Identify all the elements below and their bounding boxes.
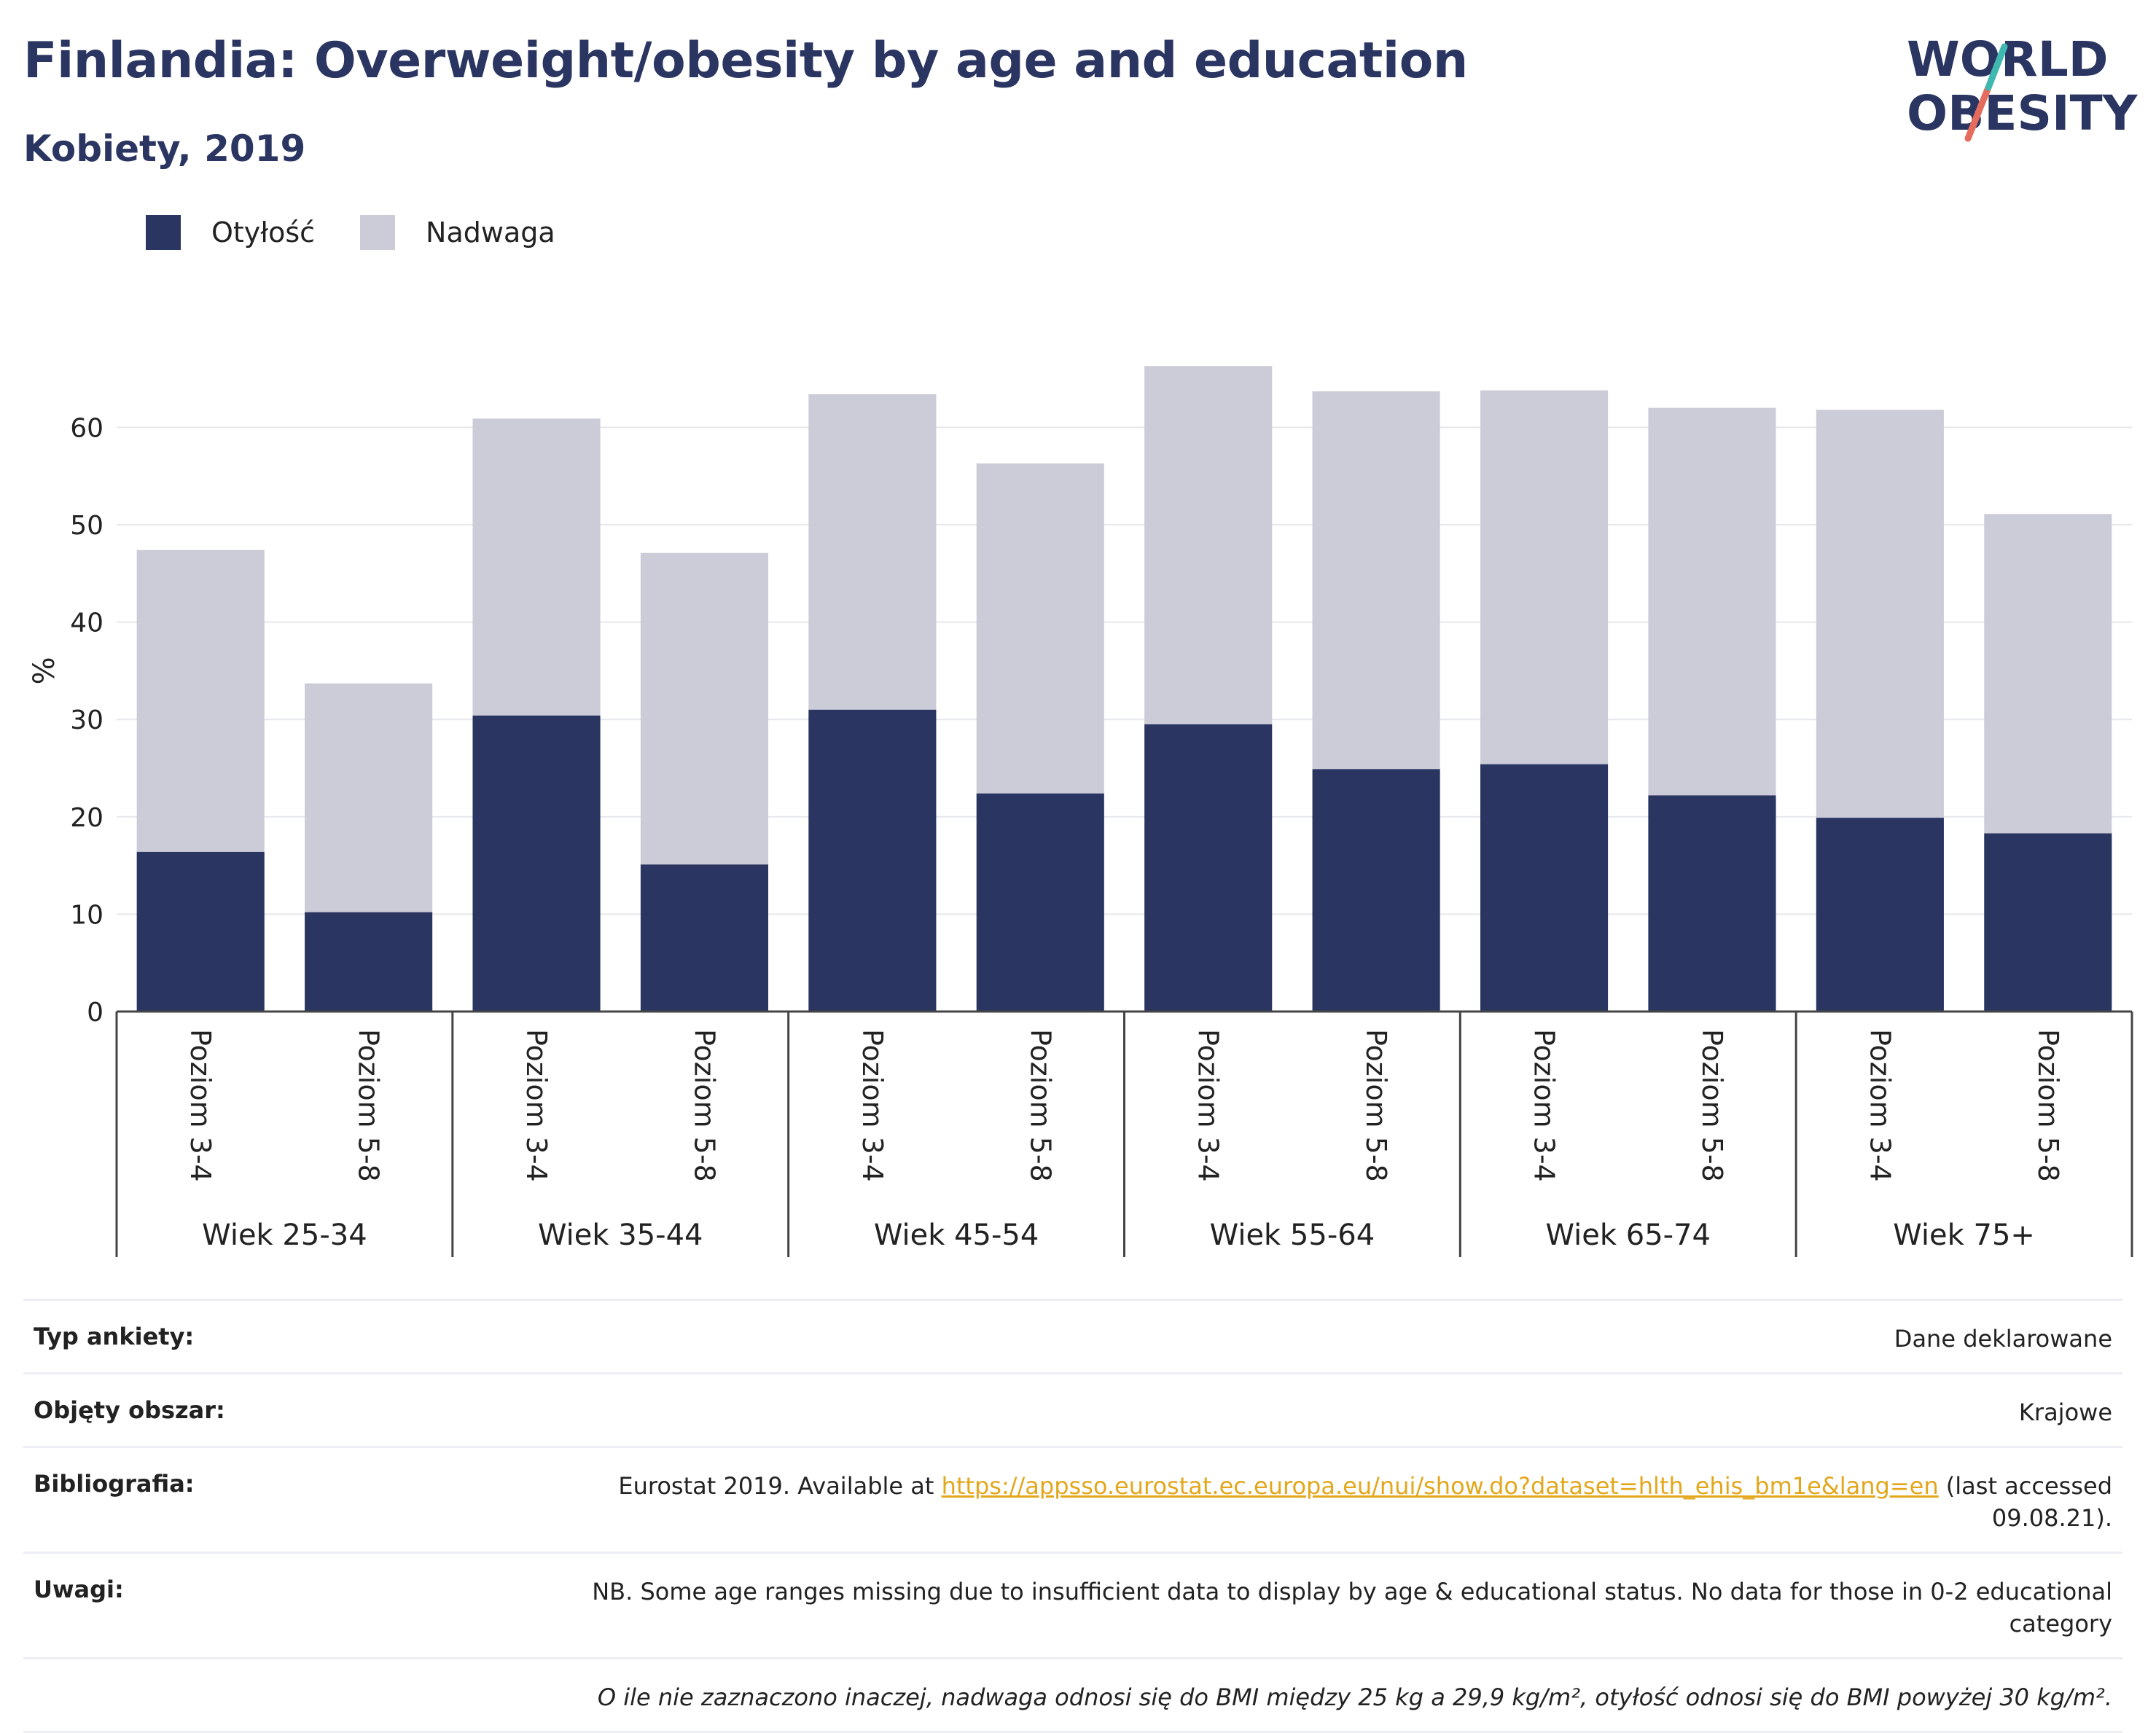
bar-nadwaga	[305, 683, 433, 912]
meta-row-survey-type: Typ ankiety: Dane deklarowane	[23, 1299, 2122, 1372]
bar-otylosc	[1648, 795, 1776, 1012]
x-tick-label: Poziom 5-8	[353, 1029, 385, 1182]
legend-label-nadwaga: Nadwaga	[426, 216, 555, 249]
y-tick-label: 50	[70, 511, 103, 541]
logo-line1: WORLD	[1907, 31, 2109, 87]
stacked-bar-chart: 0 10 20 30 40 50 60% Poziom 3-4 Poziom 5-8 Poziom…	[28, 366, 2133, 1257]
meta-row-bibliography: Bibliografia: Eurostat 2019. Available a…	[23, 1446, 2122, 1552]
x-tick-label: Poziom 3-4	[1528, 1029, 1561, 1182]
legend-swatch-nadwaga	[360, 215, 396, 250]
y-tick-label: 60	[70, 413, 103, 443]
x-tick-label: Poziom 5-8	[2032, 1029, 2064, 1182]
bar-nadwaga	[472, 418, 601, 716]
x-tick-label: Poziom 5-8	[688, 1029, 720, 1182]
x-group-label: Wiek 25-34	[202, 1218, 367, 1252]
bibliography-text: Eurostat 2019. Available at	[618, 1472, 942, 1500]
meta-value: NB. Some age ranges missing due to insuf…	[592, 1578, 2112, 1638]
bar-otylosc	[640, 864, 769, 1012]
bar-otylosc	[472, 715, 601, 1012]
bar-otylosc	[1984, 833, 2112, 1012]
y-tick-label: 40	[70, 609, 103, 638]
bar-nadwaga	[1816, 410, 1944, 818]
bibliography-suffix: (last accessed 09.08.21).	[1938, 1472, 2112, 1532]
x-group-label: Wiek 35-44	[538, 1218, 703, 1252]
y-tick-label: 30	[70, 705, 103, 735]
page-subtitle: Kobiety, 2019	[23, 128, 306, 170]
x-group-label: Wiek 55-64	[1210, 1218, 1375, 1252]
y-tick-label: 0	[87, 998, 103, 1028]
bar-nadwaga	[1648, 407, 1776, 796]
bar-otylosc	[1144, 724, 1273, 1012]
bar-nadwaga	[976, 463, 1104, 794]
chart-legend: Otyłość Nadwaga	[146, 215, 601, 250]
legend-label-otylosc: Otyłość	[211, 216, 316, 249]
meta-key: Uwagi:	[34, 1576, 124, 1603]
meta-row-coverage: Objęty obszar: Krajowe	[23, 1372, 2122, 1446]
x-tick-label: Poziom 5-8	[1696, 1029, 1728, 1182]
bar-otylosc	[808, 709, 937, 1012]
bar-otylosc	[1312, 769, 1440, 1012]
metadata-table: Typ ankiety: Dane deklarowane Objęty obs…	[23, 1299, 2122, 1733]
x-tick-label: Poziom 3-4	[1192, 1029, 1225, 1182]
x-group-label: Wiek 75+	[1893, 1218, 2035, 1252]
bar-otylosc	[136, 851, 265, 1012]
bar-nadwaga	[1312, 391, 1440, 770]
meta-key: Bibliografia:	[34, 1470, 195, 1498]
bar-nadwaga	[1144, 366, 1273, 724]
bar-otylosc	[1816, 818, 1944, 1012]
bar-nadwaga	[640, 552, 769, 865]
bar-otylosc	[305, 912, 433, 1012]
x-tick-label: Poziom 5-8	[1360, 1029, 1392, 1182]
bar-nadwaga	[1480, 390, 1609, 764]
meta-value: O ile nie zaznaczono inaczej, nadwaga od…	[597, 1683, 2112, 1711]
bar-otylosc	[1480, 764, 1609, 1012]
meta-key: Typ ankiety:	[34, 1323, 195, 1350]
y-tick-label: 20	[70, 803, 103, 833]
x-tick-label: Poziom 3-4	[856, 1029, 888, 1182]
x-tick-label: Poziom 3-4	[520, 1029, 552, 1182]
y-axis-label: %	[28, 657, 61, 684]
meta-value: Dane deklarowane	[1894, 1325, 2112, 1353]
bar-nadwaga	[136, 549, 265, 852]
x-tick-label: Poziom 5-8	[1024, 1029, 1056, 1182]
meta-row-definition: O ile nie zaznaczono inaczej, nadwaga od…	[23, 1657, 2122, 1733]
bar-otylosc	[976, 793, 1104, 1012]
x-group-label: Wiek 65-74	[1545, 1218, 1711, 1252]
meta-row-notes: Uwagi: NB. Some age ranges missing due t…	[23, 1552, 2122, 1657]
meta-key: Objęty obszar:	[34, 1396, 225, 1424]
world-obesity-logo: WORLD OBESITY	[1907, 31, 2139, 142]
x-tick-label: Poziom 3-4	[184, 1029, 216, 1182]
y-tick-label: 10	[70, 900, 103, 930]
x-group-label: Wiek 45-54	[874, 1218, 1039, 1252]
legend-swatch-otylosc	[146, 215, 181, 250]
page-title: Finlandia: Overweight/obesity by age and…	[23, 32, 1468, 90]
logo-line2: OBESITY	[1907, 85, 2139, 141]
meta-value: Eurostat 2019. Available at https://apps…	[23, 1448, 2122, 1552]
bar-nadwaga	[1984, 514, 2112, 834]
meta-value: Krajowe	[2018, 1398, 2112, 1426]
bibliography-link[interactable]: https://appsso.eurostat.ec.europa.eu/nui…	[941, 1472, 1939, 1500]
x-tick-label: Poziom 3-4	[1864, 1029, 1896, 1182]
bar-nadwaga	[808, 394, 937, 710]
